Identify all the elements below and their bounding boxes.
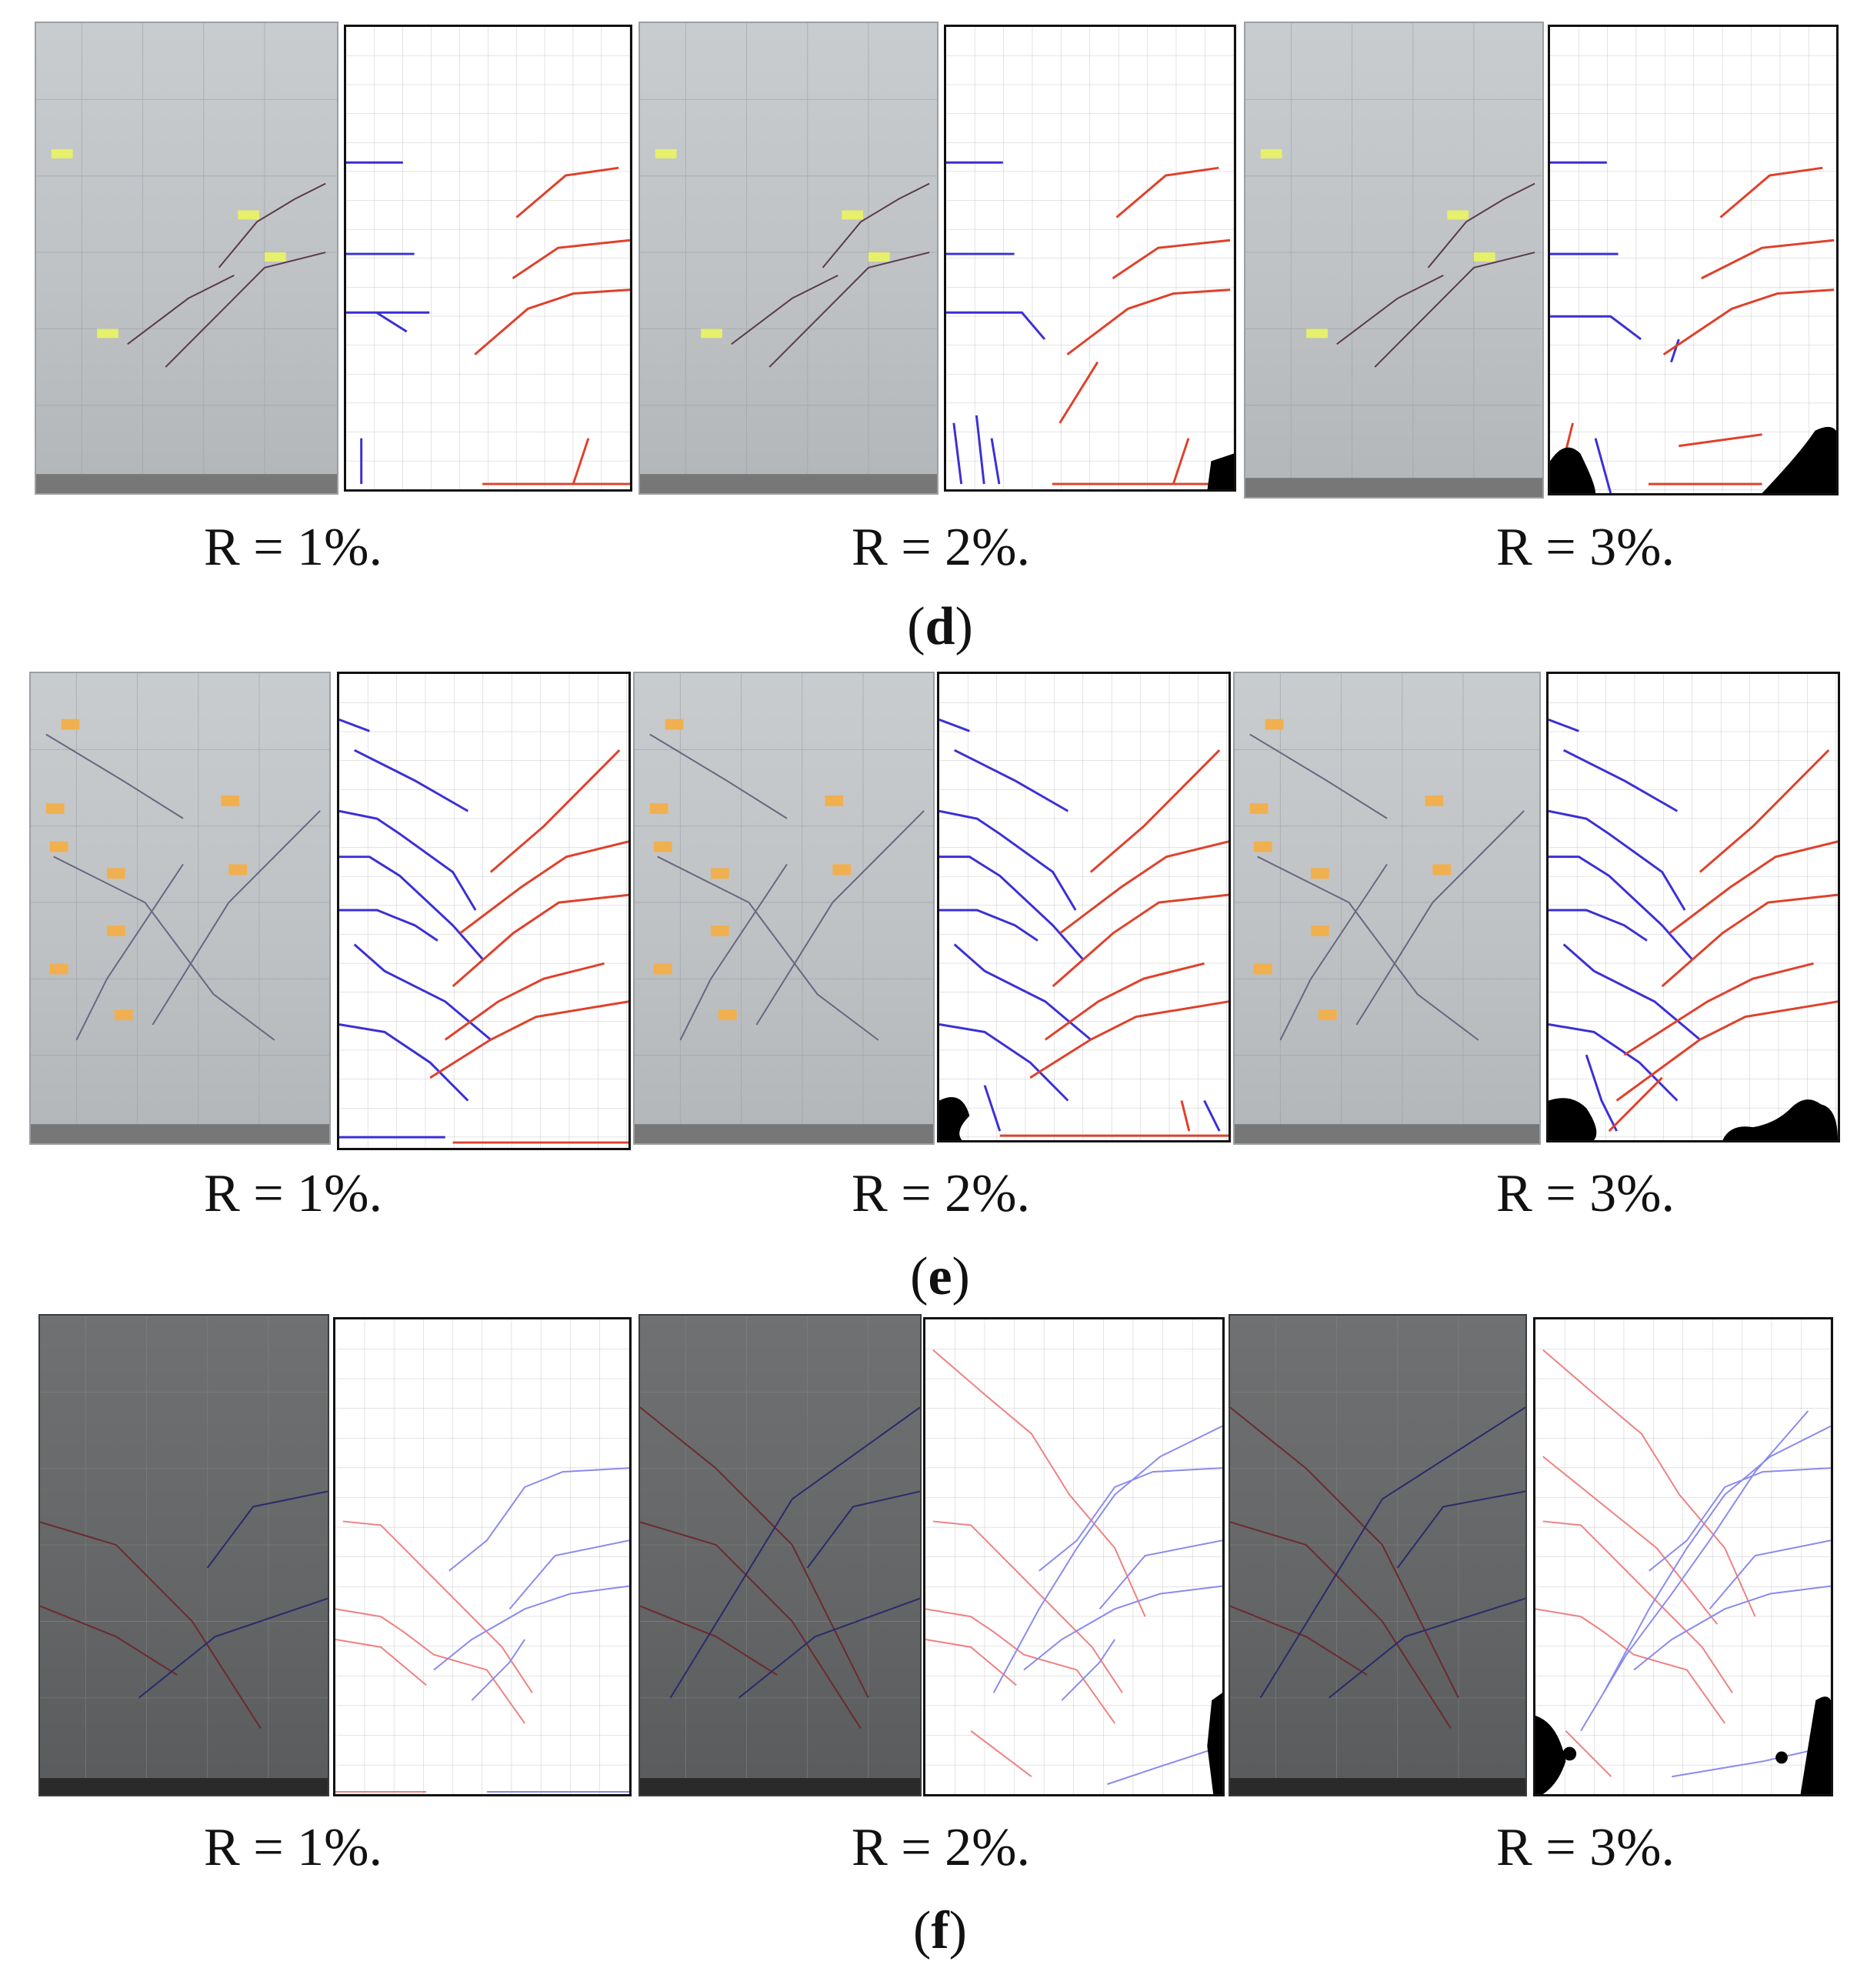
photo-crack-overlay <box>1230 1316 1525 1795</box>
specimen-photo <box>1233 672 1541 1145</box>
caption-drift-ratio: R = 3%. <box>1496 1818 1675 1877</box>
specimen-photo <box>633 672 935 1145</box>
crack-map-drawing <box>937 672 1231 1142</box>
subfigure-label: (e) <box>910 1247 970 1306</box>
crack-map <box>946 27 1234 489</box>
subfigure-label: (f) <box>913 1901 967 1960</box>
photo-crack-overlay <box>31 673 329 1143</box>
subfigure-label: (d) <box>907 597 973 656</box>
caption-drift-ratio: R = 1%. <box>204 1164 382 1223</box>
crack-map <box>1550 27 1836 493</box>
crack-map <box>1535 1319 1831 1794</box>
crack-map-drawing <box>944 25 1236 492</box>
photo-crack-overlay <box>36 23 337 493</box>
crack-map <box>1549 674 1838 1140</box>
crack-map <box>346 27 630 489</box>
specimen-photo <box>638 22 939 495</box>
caption-drift-ratio: R = 1%. <box>204 1818 382 1877</box>
photo-crack-overlay <box>640 1316 920 1795</box>
photo-crack-overlay <box>640 23 937 493</box>
caption-drift-ratio: R = 2%. <box>852 1164 1030 1223</box>
specimen-photo <box>638 1314 922 1796</box>
crack-map-drawing <box>1546 672 1840 1142</box>
crack-map <box>925 1319 1222 1794</box>
caption-drift-ratio: R = 2%. <box>852 1818 1030 1877</box>
crack-map-drawing <box>923 1317 1225 1796</box>
caption-drift-ratio: R = 2%. <box>852 518 1030 577</box>
photo-crack-overlay <box>635 673 933 1143</box>
specimen-photo <box>1229 1314 1527 1796</box>
specimen-photo <box>38 1314 329 1796</box>
photo-crack-overlay <box>1235 673 1539 1143</box>
specimen-photo <box>1244 22 1544 499</box>
photo-crack-overlay <box>40 1316 328 1795</box>
caption-drift-ratio: R = 1%. <box>204 518 382 577</box>
crack-map-drawing <box>344 25 632 492</box>
specimen-photo <box>35 22 338 495</box>
caption-drift-ratio: R = 3%. <box>1496 518 1675 577</box>
crack-map-drawing <box>337 672 631 1150</box>
crack-map <box>335 1319 629 1794</box>
crack-map <box>939 674 1229 1140</box>
photo-crack-overlay <box>1245 23 1542 497</box>
specimen-photo <box>29 672 331 1145</box>
crack-map-drawing <box>1533 1317 1833 1796</box>
caption-drift-ratio: R = 3%. <box>1496 1164 1675 1223</box>
crack-map-drawing <box>333 1317 632 1796</box>
crack-map-drawing <box>1548 25 1839 495</box>
crack-map <box>339 674 628 1148</box>
